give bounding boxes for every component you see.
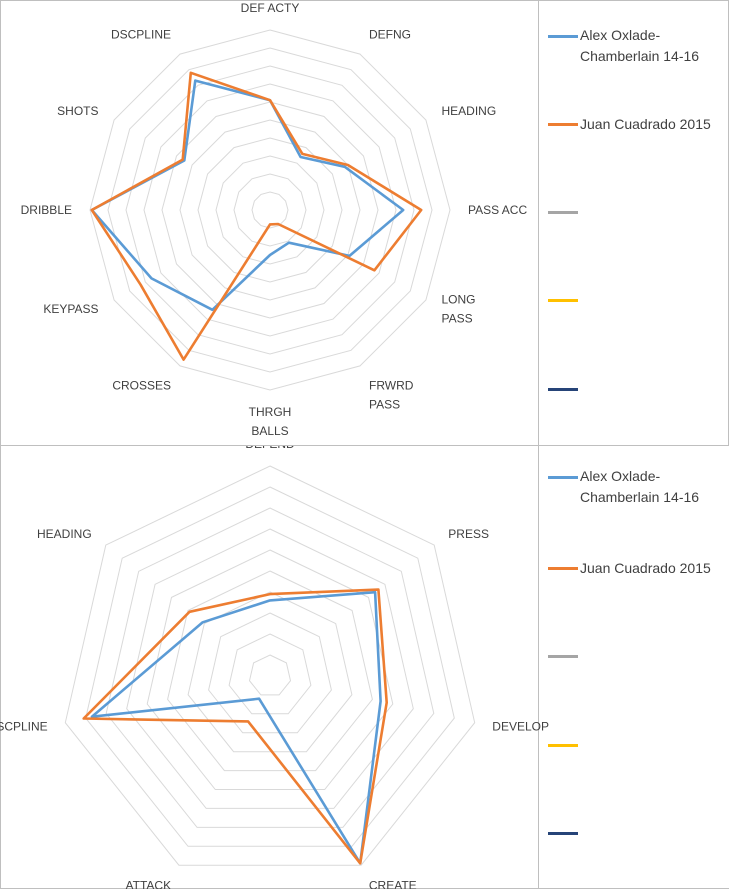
grid-ring-1 — [251, 191, 289, 229]
grid-ring-2 — [228, 633, 312, 715]
grid-ring-7 — [143, 83, 397, 337]
legend-swatch-4 — [548, 744, 578, 747]
series-line-2 — [90, 71, 423, 361]
grid-ring-8 — [125, 65, 415, 355]
legend-swatch-1 — [548, 476, 578, 479]
legend-label-2: Juan Cuadrado 2015 — [580, 116, 711, 132]
grid-ring-9 — [107, 47, 433, 373]
grid-ring-10 — [89, 29, 451, 391]
grid-ring-6 — [146, 549, 394, 790]
grid-ring-8 — [105, 507, 435, 828]
grid-ring-9 — [85, 486, 455, 847]
grid-ring-3 — [215, 155, 325, 265]
legend-divider-bottom — [538, 446, 539, 889]
legend-swatch-1 — [548, 35, 578, 38]
axis-label-dscpline: DSCPLINE — [0, 720, 48, 734]
radar-plot-top: DEF ACTY DEFNG HEADING PASS ACC LONG PASS FRWR… — [21, 1, 528, 438]
grid-ring-10 — [64, 465, 476, 866]
axis-label-heading: HEADING — [442, 104, 497, 118]
legend-label-1: Alex Oxlade-Chamberlain 14-16 — [580, 468, 700, 505]
axis-label-frwrd-pass: FRWRD PASS — [369, 379, 414, 412]
grid-ring-2 — [233, 173, 307, 247]
grid-ring-6 — [161, 101, 379, 319]
legend-divider-top — [538, 0, 539, 446]
radar-plot-bottom: DEFEND PRESS DEVELOP CREATE ATTACK DSCPLINE HE… — [0, 446, 549, 889]
axis-label-pass-acc: PASS ACC — [468, 203, 527, 217]
legend-swatch-3 — [548, 211, 578, 214]
legend-label-2: Juan Cuadrado 2015 — [580, 560, 711, 576]
legend-swatch-4 — [548, 299, 578, 302]
legend-swatch-3 — [548, 655, 578, 658]
grid-ring-7 — [126, 528, 414, 809]
axis-label-attack: ATTACK — [126, 878, 172, 889]
grid-ring-5 — [179, 119, 361, 301]
grid-ring-1 — [248, 654, 292, 696]
axis-label-defng: DEFNG — [369, 28, 411, 42]
axis-label-long-pass: LONG PASS — [442, 293, 476, 326]
axis-label-dscpline: DSCPLINE — [111, 28, 171, 42]
series-line-2 — [82, 588, 389, 865]
legend-swatch-5 — [548, 388, 578, 391]
series-line-1 — [90, 79, 405, 312]
axis-label-crosses: CROSSES — [112, 379, 171, 393]
grid-ring-4 — [187, 591, 353, 753]
axis-label-def-acty: DEF ACTY — [241, 1, 300, 15]
radar-chart-bottom: DEFEND PRESS DEVELOP CREATE ATTACK DSCPLINE HE… — [0, 446, 730, 889]
axis-label-press: PRESS — [448, 527, 489, 541]
axis-label-thrgh-balls: THRGH BALLS — [249, 405, 292, 438]
grid-ring-4 — [197, 137, 343, 283]
radar-grid — [64, 465, 476, 866]
legend-swatch-5 — [548, 832, 578, 835]
axis-label-create: CREATE — [369, 878, 417, 889]
series-line-1 — [90, 590, 382, 865]
axis-label-heading: HEADING — [37, 527, 92, 541]
legend-swatch-2 — [548, 123, 578, 126]
grid-ring-3 — [208, 612, 332, 734]
axis-label-develop: DEVELOP — [492, 720, 549, 734]
axis-label-dribble: DRIBBLE — [21, 203, 72, 217]
chart-frame-top — [0, 0, 729, 446]
legend-swatch-2 — [548, 567, 578, 570]
legend-label-1: Alex Oxlade-Chamberlain 14-16 — [580, 27, 700, 64]
axis-label-defend: DEFEND — [245, 446, 295, 451]
grid-ring-5 — [167, 570, 373, 772]
axis-label-keypass: KEYPASS — [43, 302, 98, 316]
radar-grid — [89, 29, 451, 391]
radar-chart-top: DEF ACTY DEFNG HEADING PASS ACC LONG PASS FRWR… — [0, 0, 729, 446]
axis-label-shots: SHOTS — [57, 104, 98, 118]
